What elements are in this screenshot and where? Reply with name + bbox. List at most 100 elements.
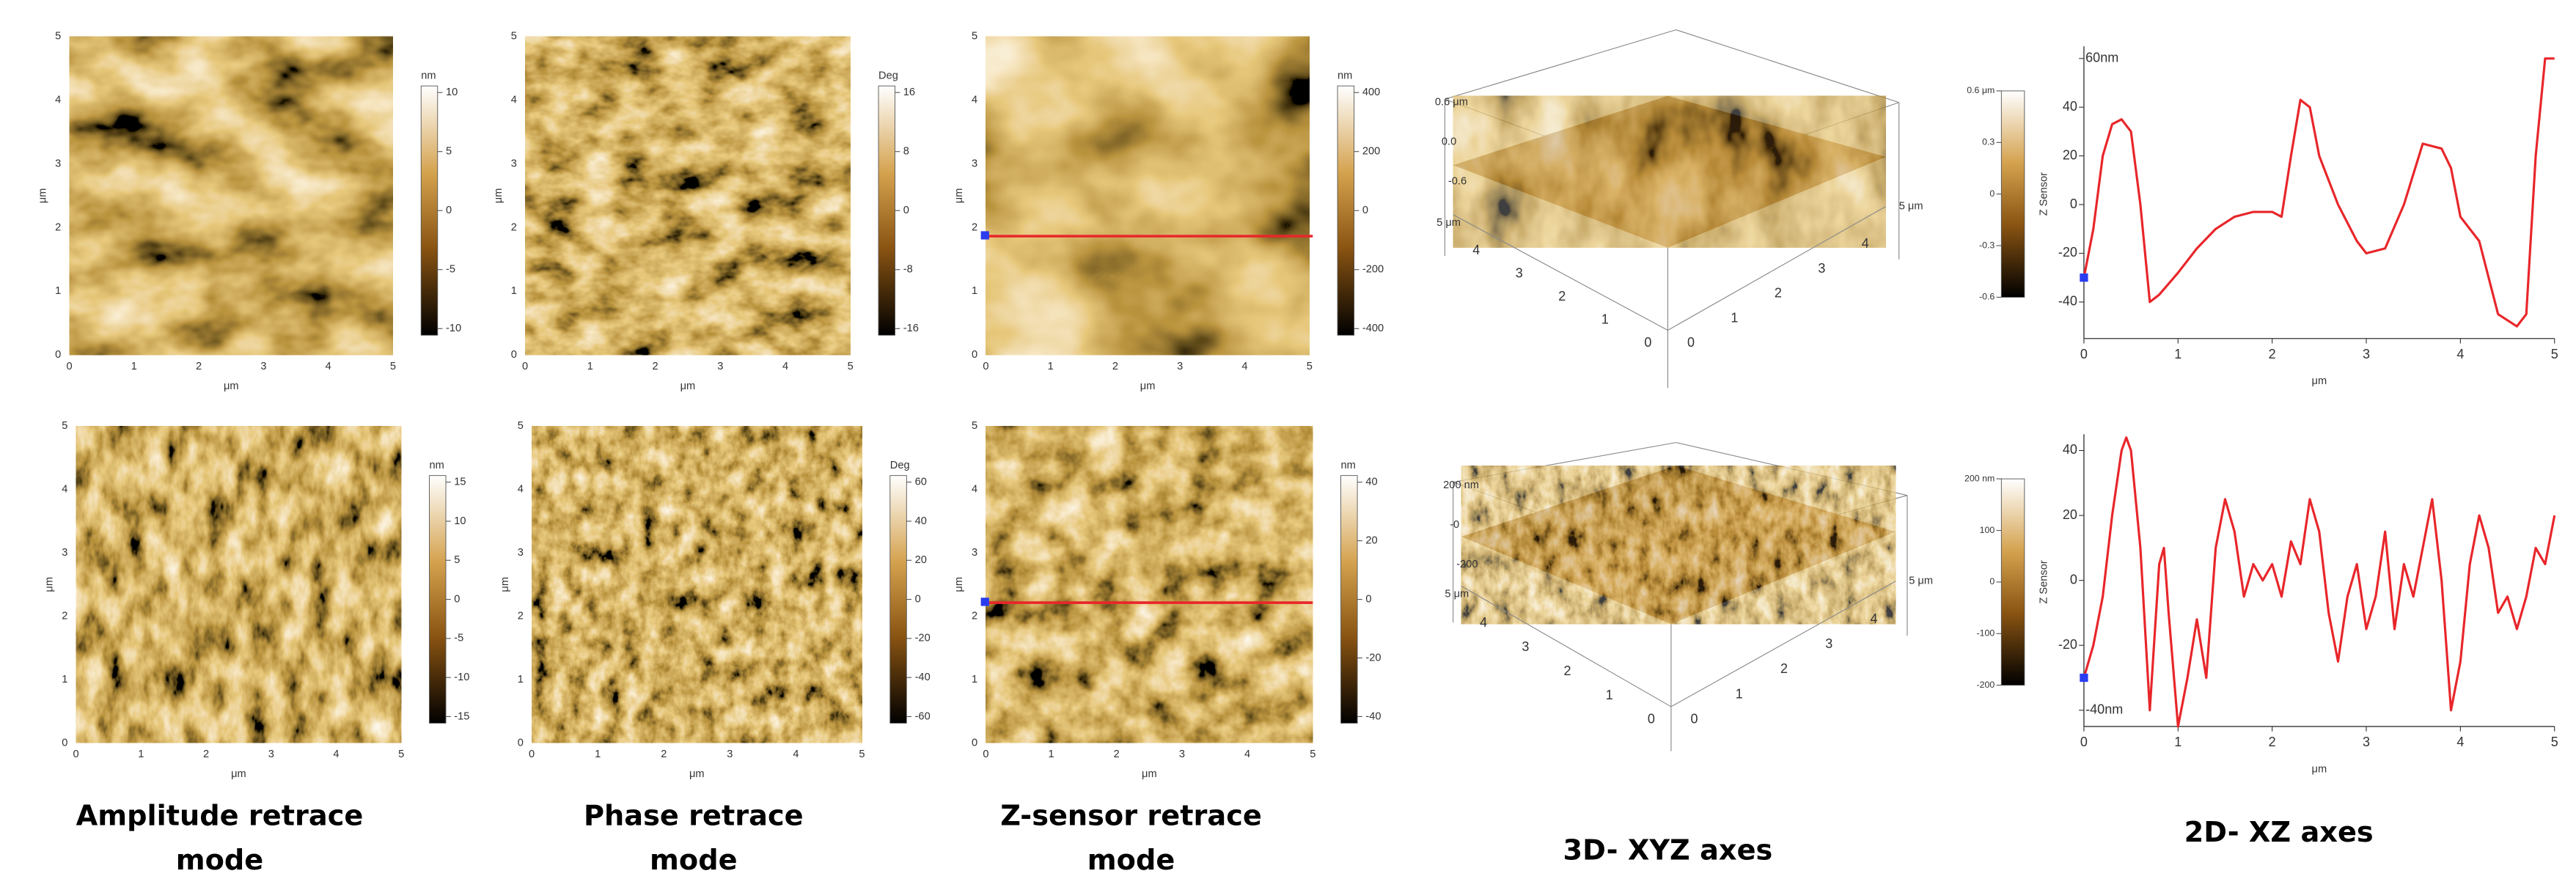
caption: mode xyxy=(1087,844,1175,877)
colorbar-tick-label: 0 xyxy=(1362,205,1368,216)
y-tick-label: 3 xyxy=(972,158,977,169)
edge-tick-label: 4 xyxy=(1480,615,1487,630)
colorbar-tick-label: 16 xyxy=(903,87,915,98)
x-tick-label: 0 xyxy=(67,361,73,372)
profile-marker xyxy=(980,597,989,606)
y-tick-label: 60nm xyxy=(2085,51,2118,65)
x-tick-label: 3 xyxy=(2363,735,2370,749)
edge-tick-label: 1 xyxy=(1731,310,1738,325)
edge-tick-label: 4 xyxy=(1862,236,1869,251)
colorbar-tick-label: 5 xyxy=(446,146,452,158)
edge-label: 5 μm xyxy=(1445,589,1469,600)
colorbar xyxy=(429,475,447,724)
z-tick-label: 0.6 μm xyxy=(1435,97,1468,109)
x-tick-label: 0 xyxy=(522,361,528,372)
y-tick-label: -40 xyxy=(2058,294,2077,309)
caption: mode xyxy=(650,844,738,877)
edge-label: 5 μm xyxy=(1436,217,1461,229)
x-tick-label: 5 xyxy=(848,361,854,372)
colorbar-unit: nm xyxy=(430,460,444,471)
x-tick-label: 4 xyxy=(2456,735,2464,749)
y-tick-label: 1 xyxy=(518,674,524,685)
edge-tick-label: 1 xyxy=(1736,686,1743,701)
x-axis-label: μm xyxy=(2312,763,2327,775)
caption: mode xyxy=(176,844,264,877)
colorbar-tick-label: 0.3 xyxy=(1982,137,1995,147)
x-tick-label: 5 xyxy=(1310,749,1315,760)
x-tick-label: 5 xyxy=(2551,735,2558,749)
box-edge xyxy=(1453,442,1676,483)
edge-tick-label: 3 xyxy=(1522,639,1529,654)
x-tick-label: 2 xyxy=(1112,361,1118,372)
afm-image xyxy=(986,36,1310,356)
colorbar-tick-label: -200 xyxy=(1977,680,1995,690)
y-tick-label: 2 xyxy=(62,610,67,622)
colorbar-unit: nm xyxy=(1337,70,1352,82)
x-tick-label: 0 xyxy=(2080,347,2088,361)
x-tick-label: 0 xyxy=(983,361,988,372)
edge-label: 5 μm xyxy=(1899,200,1923,212)
surface-plot xyxy=(1444,29,1900,389)
colorbar-unit: Deg xyxy=(890,460,910,471)
caption: Phase retrace xyxy=(584,799,804,832)
x-tick-label: 4 xyxy=(782,361,788,372)
edge-tick-label: 0 xyxy=(1690,712,1698,727)
colorbar-tick-label: -40 xyxy=(1365,710,1381,722)
colorbar-tick-label: 20 xyxy=(1365,534,1377,546)
y-tick-label: 0 xyxy=(2070,196,2077,211)
x-tick-label: 0 xyxy=(2080,735,2088,749)
x-axis-label: μm xyxy=(689,768,705,780)
y-tick-label: 0 xyxy=(2070,572,2077,586)
x-tick-label: 3 xyxy=(268,749,274,760)
y-tick-label: 3 xyxy=(62,547,67,559)
colorbar-tick-label: 10 xyxy=(446,87,458,98)
x-tick-label: 4 xyxy=(1244,749,1250,760)
colorbar-tick-label: -10 xyxy=(446,323,461,334)
x-tick-label: 3 xyxy=(1177,361,1183,372)
x-tick-label: 5 xyxy=(1307,361,1313,372)
y-tick-label: 4 xyxy=(62,483,67,495)
x-tick-label: 0 xyxy=(529,749,535,760)
y-tick-label: 20 xyxy=(2063,147,2077,162)
colorbar-label: Z Sensor xyxy=(2039,172,2050,216)
colorbar-tick-label: -8 xyxy=(903,264,913,276)
y-axis-label: μm xyxy=(37,188,48,204)
colorbar-tick-label: -0.3 xyxy=(1979,240,1995,250)
z-tick-label: -0 xyxy=(1450,519,1459,531)
edge-tick-label: 2 xyxy=(1775,286,1782,301)
y-tick-label: 1 xyxy=(972,285,977,297)
y-tick-label: 1 xyxy=(62,674,67,685)
x-tick-label: 5 xyxy=(390,361,396,372)
colorbar-tick-label: 200 nm xyxy=(1964,473,1995,483)
colorbar-tick-label: -10 xyxy=(454,672,469,683)
z-tick-label: 200 nm xyxy=(1443,479,1479,491)
colorbar-tick-label: 0.6 μm xyxy=(1967,85,1995,95)
x-tick-label: 3 xyxy=(1179,749,1185,760)
y-tick-label: 4 xyxy=(511,94,517,106)
x-tick-label: 0 xyxy=(983,749,988,760)
y-tick-label: 0 xyxy=(972,737,977,749)
afm-image xyxy=(69,36,393,356)
x-tick-label: 3 xyxy=(260,361,266,372)
box-edge xyxy=(1670,581,1896,707)
x-axis-label: μm xyxy=(2312,375,2327,387)
y-tick-label: 5 xyxy=(62,420,67,432)
y-tick-label: 2 xyxy=(55,221,61,233)
x-tick-label: 1 xyxy=(587,361,593,372)
colorbar-tick-label: 15 xyxy=(454,477,466,488)
y-axis-label: μm xyxy=(43,577,55,592)
y-tick-label: 0 xyxy=(62,737,67,749)
x-tick-label: 1 xyxy=(1049,749,1054,760)
x-tick-label: 4 xyxy=(2456,347,2464,361)
y-tick-label: 3 xyxy=(972,547,977,559)
colorbar-tick-label: 200 xyxy=(1362,146,1380,158)
profile-marker xyxy=(980,231,989,240)
y-tick-label: 4 xyxy=(972,483,977,495)
x-tick-label: 5 xyxy=(859,749,865,760)
x-tick-label: 5 xyxy=(2551,347,2558,361)
x-axis-label: μm xyxy=(1142,768,1157,780)
x-tick-label: 1 xyxy=(595,749,601,760)
caption: Amplitude retrace xyxy=(76,799,364,832)
colorbar-tick-label: 0 xyxy=(1365,593,1371,605)
